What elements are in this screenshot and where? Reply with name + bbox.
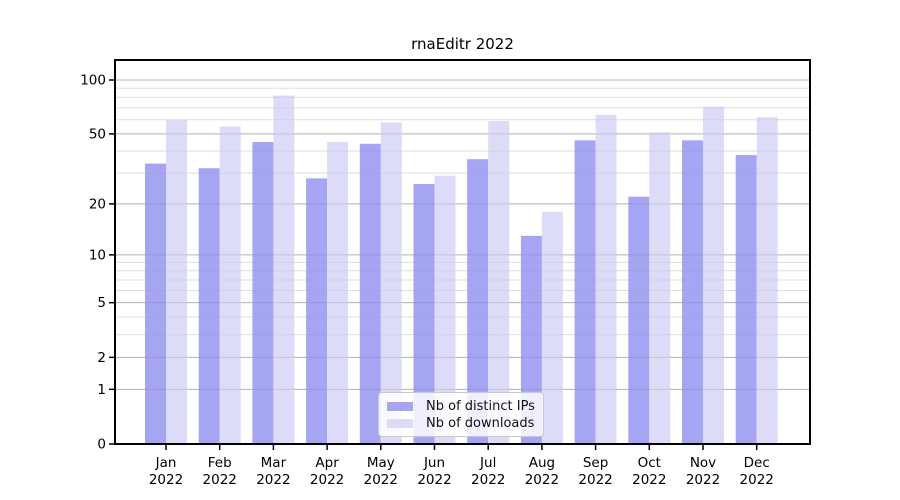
legend: Nb of distinct IPs Nb of downloads xyxy=(378,392,544,437)
legend-item-distinct-ips: Nb of distinct IPs xyxy=(387,400,535,413)
x-tick-label-year: 2022 xyxy=(632,472,666,488)
bars-series-1 xyxy=(166,95,778,445)
x-axis: Jan2022Feb2022Mar2022Apr2022May2022Jun20… xyxy=(149,444,774,488)
bars-series-0 xyxy=(145,140,757,445)
legend-label-downloads: Nb of downloads xyxy=(426,415,535,431)
y-tick-label: 50 xyxy=(89,126,106,142)
bar xyxy=(467,159,489,444)
bar xyxy=(327,142,349,445)
y-tick-label: 20 xyxy=(89,196,106,212)
bar xyxy=(756,117,778,444)
legend-label-distinct-ips: Nb of distinct IPs xyxy=(426,398,535,414)
bar xyxy=(735,155,757,444)
bar xyxy=(359,143,381,444)
x-tick-label-year: 2022 xyxy=(578,472,612,488)
x-tick-label-year: 2022 xyxy=(417,472,451,488)
x-tick-label-year: 2022 xyxy=(525,472,559,488)
x-tick-label-year: 2022 xyxy=(256,472,290,488)
bar xyxy=(198,168,220,444)
y-tick-label: 100 xyxy=(80,73,106,89)
x-tick-label-year: 2022 xyxy=(740,472,774,488)
bar xyxy=(219,126,241,445)
x-tick-label-month: May xyxy=(367,455,395,471)
chart-title: rnaEditr 2022 xyxy=(411,35,514,53)
y-axis: 0 1 2 5 10 20 50 100 xyxy=(80,73,115,453)
grid-overlay xyxy=(115,79,810,390)
x-tick-label-year: 2022 xyxy=(686,472,720,488)
bar xyxy=(306,178,328,444)
x-tick-label-year: 2022 xyxy=(471,472,505,488)
x-tick-label-year: 2022 xyxy=(149,472,183,488)
x-tick-label-month: Apr xyxy=(315,455,339,471)
x-tick-label-month: Nov xyxy=(690,455,716,471)
bar xyxy=(488,121,510,444)
x-tick-label-month: Dec xyxy=(744,455,770,471)
bar xyxy=(434,175,456,445)
x-tick-label-year: 2022 xyxy=(203,472,237,488)
x-tick-label-month: Feb xyxy=(208,455,232,471)
bar xyxy=(703,106,724,444)
legend-item-downloads: Nb of downloads xyxy=(387,417,535,430)
x-tick-label-year: 2022 xyxy=(310,472,344,488)
bar xyxy=(520,235,542,444)
y-tick-label: 2 xyxy=(97,350,106,366)
bar xyxy=(252,142,274,445)
x-tick-label-year: 2022 xyxy=(364,472,398,488)
legend-swatch-downloads xyxy=(387,418,413,428)
x-tick-label-month: Oct xyxy=(638,455,661,471)
bar xyxy=(574,140,596,444)
bar xyxy=(595,114,617,444)
x-tick-label-month: Jun xyxy=(423,455,445,471)
bar xyxy=(380,122,402,444)
x-tick-label-month: Jan xyxy=(155,455,177,471)
y-tick-label: 10 xyxy=(89,247,106,263)
bar xyxy=(413,184,435,444)
bar xyxy=(145,163,166,444)
bar xyxy=(628,196,650,444)
bar xyxy=(273,95,295,444)
bar xyxy=(166,119,187,444)
bar xyxy=(682,140,703,444)
y-tick-label: 1 xyxy=(97,382,106,398)
plot-border xyxy=(114,59,811,445)
x-tick-label-month: Jul xyxy=(479,455,496,471)
x-tick-label-month: Sep xyxy=(583,455,608,471)
x-tick-label-month: Aug xyxy=(529,455,555,471)
legend-swatch-distinct-ips xyxy=(387,401,413,411)
x-tick-label-month: Mar xyxy=(261,455,287,471)
y-tick-label: 0 xyxy=(97,437,106,453)
bar xyxy=(541,211,563,444)
y-tick-label: 5 xyxy=(97,295,106,311)
bar xyxy=(649,132,671,444)
